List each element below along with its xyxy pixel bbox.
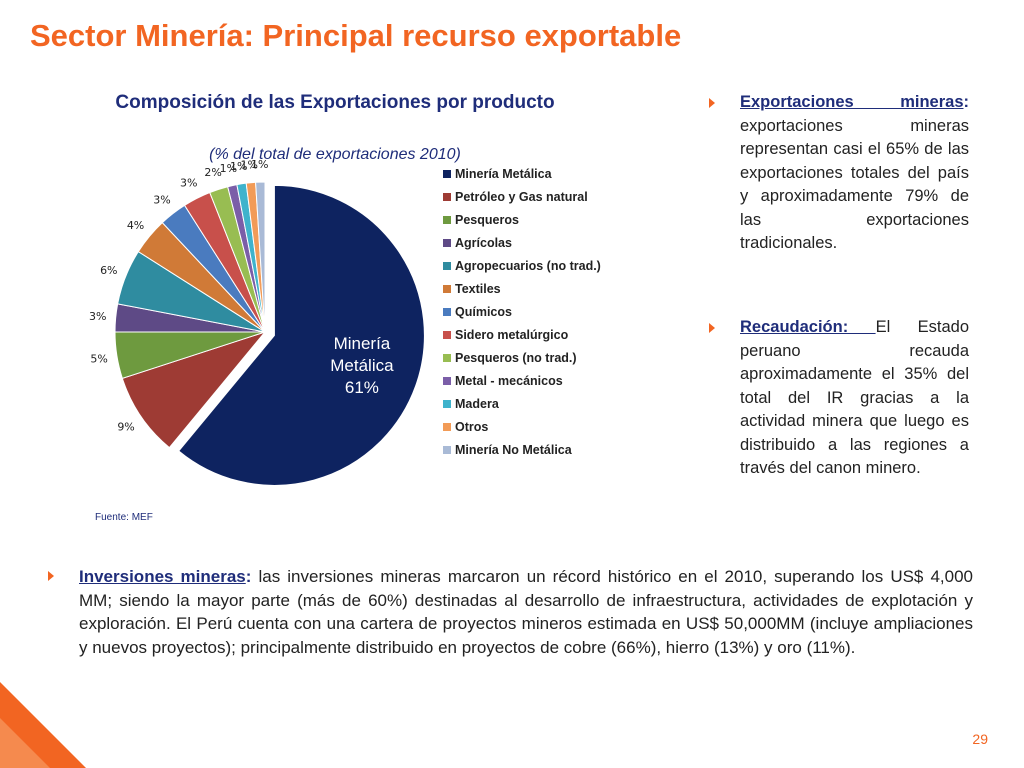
legend-item: Pesqueros (no trad.) [443,346,601,369]
bullet-arrow-icon [709,323,715,333]
bullet-text-inversiones: las inversiones mineras marcaron un réco… [79,567,973,657]
bullet-text-exportaciones: exportaciones mineras representan casi e… [740,116,969,253]
bullet-recaudacion: Recaudación: El Estado peruano recauda a… [740,316,969,481]
bullet-inversiones: Inversiones mineras: las inversiones min… [79,565,973,659]
legend-swatch [443,192,451,201]
bullet-head-recaudacion: Recaudación: [740,318,876,336]
legend-swatch [443,307,451,316]
legend-item: Químicos [443,300,601,323]
legend-swatch [443,422,451,431]
bullet-head-exportaciones: Exportaciones mineras [740,93,964,111]
legend-label: Pesqueros (no trad.) [455,350,577,365]
pie-label: 3% [153,193,170,206]
legend-item: Agrícolas [443,231,601,254]
legend-swatch [443,169,451,178]
bullet-colon: : [963,93,970,111]
legend-label: Agrícolas [455,235,512,250]
legend-item: Madera [443,392,601,415]
pie-label: 4% [127,219,144,232]
chart-title: Composición de las Exportaciones por pro… [115,92,555,113]
pie-slice-miner-a-no-met-lica [255,181,266,333]
chart-legend: Minería Metálica Petróleo y Gas natural Pe… [443,162,601,461]
pie-label: 3% [180,176,197,189]
bullet-text-recaudacion: El Estado peruano recauda aproximadament… [740,318,969,477]
corner-decoration [0,682,86,768]
legend-swatch [443,215,451,224]
legend-label: Minería No Metálica [455,442,572,457]
legend-swatch [443,238,451,247]
legend-label: Pesqueros [455,212,519,227]
legend-item: Minería Metálica [443,162,601,185]
legend-swatch [443,399,451,408]
legend-swatch [443,261,451,270]
pie-slice-miner-a-met-lica [178,184,425,486]
bullet-head-inversiones: Inversiones mineras [79,567,246,586]
legend-item: Minería No Metálica [443,438,601,461]
pie-label: 1% [240,159,257,172]
legend-label: Textiles [455,281,501,296]
legend-label: Metal - mecánicos [455,373,563,388]
legend-item: Metal - mecánicos [443,369,601,392]
chart-subtitle: (% del total de exportaciones 2010) [209,146,461,163]
legend-label: Otros [455,419,489,434]
pie-label: 6% [100,264,117,277]
legend-swatch [443,284,451,293]
legend-label: Madera [455,396,499,411]
legend-item: Pesqueros [443,208,601,231]
pie-label: 2% [204,166,221,179]
legend-label: Minería Metálica [455,166,552,181]
bullet-arrow-icon [48,571,54,581]
pie-label: 9% [117,420,134,433]
pie-label: 1% [220,162,237,175]
bullet-arrow-icon [709,98,715,108]
chart-source: Fuente: MEF [95,512,153,523]
bullet-exportaciones: Exportaciones mineras: exportaciones min… [740,91,969,256]
legend-label: Sidero metalúrgico [455,327,569,342]
pie-label: 3% [89,310,106,323]
legend-label: Agropecuarios (no trad.) [455,258,601,273]
legend-item: Sidero metalúrgico [443,323,601,346]
legend-swatch [443,376,451,385]
legend-swatch [443,445,451,454]
legend-swatch [443,353,451,362]
pie-label: 1% [230,160,247,173]
pie-label: 1% [251,158,268,171]
legend-item: Textiles [443,277,601,300]
legend-label: Petróleo y Gas natural [455,189,588,204]
legend-item: Otros [443,415,601,438]
legend-swatch [443,330,451,339]
pie-label: 5% [90,352,107,365]
legend-label: Químicos [455,304,512,319]
page-number: 29 [972,731,988,747]
bullet-colon: : [245,567,252,586]
legend-item: Petróleo y Gas natural [443,185,601,208]
slide-title: Sector Minería: Principal recurso export… [30,18,682,53]
pie-label-inside: Minería Metálica 61% [330,334,394,397]
pie-slice-petr-leo-y-gas-natural [121,330,267,449]
legend-item: Agropecuarios (no trad.) [443,254,601,277]
